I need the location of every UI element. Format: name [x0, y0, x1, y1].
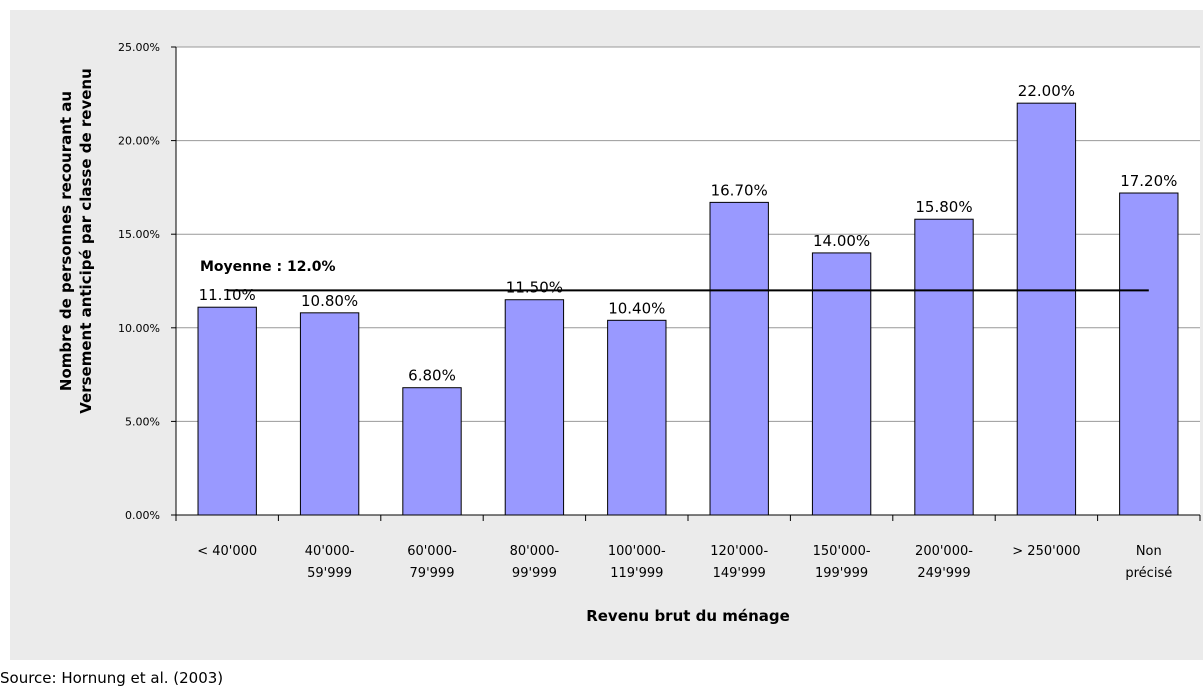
- data-label: 15.80%: [915, 198, 972, 216]
- x-axis-title: Revenu brut du ménage: [586, 607, 790, 625]
- bar: [607, 319, 667, 516]
- bar: [1119, 192, 1179, 516]
- x-tick-label: < 40'000: [197, 544, 257, 559]
- bar: [299, 312, 360, 516]
- data-label: 22.00%: [1018, 82, 1075, 100]
- x-tick-label: 120'000-149'999: [710, 544, 768, 581]
- bar: [504, 299, 565, 516]
- data-label: 10.80%: [301, 292, 358, 310]
- y-tick-label: 0.00%: [125, 509, 160, 522]
- y-tick-label: 10.00%: [118, 322, 160, 335]
- bar: [1016, 102, 1077, 516]
- data-label: 11.10%: [199, 286, 256, 304]
- x-tick-label: 40'000-59'999: [305, 544, 355, 581]
- data-label: 16.70%: [711, 181, 768, 199]
- y-axis-title: Nombre de personnes recourant au Versemen…: [57, 68, 95, 414]
- x-tick-label: 80'000-99'999: [510, 544, 560, 581]
- x-tick-label: Non précisé: [1125, 544, 1172, 581]
- bar: [197, 306, 257, 516]
- data-label: 17.20%: [1120, 172, 1177, 190]
- x-tick-label: 150'000-199'999: [813, 544, 871, 581]
- bar: [709, 201, 769, 516]
- source: Source: Hornung et al. (2003): [0, 669, 223, 687]
- bar: [914, 218, 974, 516]
- bar: [402, 387, 462, 516]
- y-tick-label: 25.00%: [118, 41, 160, 54]
- data-label: 10.40%: [608, 299, 665, 317]
- mean-label: Moyenne : 12.0%: [200, 259, 336, 275]
- x-tick-label: > 250'000: [1012, 544, 1080, 559]
- data-label: 11.50%: [506, 279, 563, 297]
- y-tick-label: 15.00%: [118, 228, 160, 241]
- bar: [811, 252, 872, 516]
- x-tick-label: 60'000-79'999: [407, 544, 457, 581]
- x-tick-label: 200'000-249'999: [915, 544, 973, 581]
- y-tick-label: 20.00%: [118, 135, 160, 148]
- x-tick-label: 100'000-119'999: [608, 544, 666, 581]
- data-label: 6.80%: [408, 367, 456, 385]
- y-tick-label: 5.00%: [125, 415, 160, 428]
- data-label: 14.00%: [813, 232, 870, 250]
